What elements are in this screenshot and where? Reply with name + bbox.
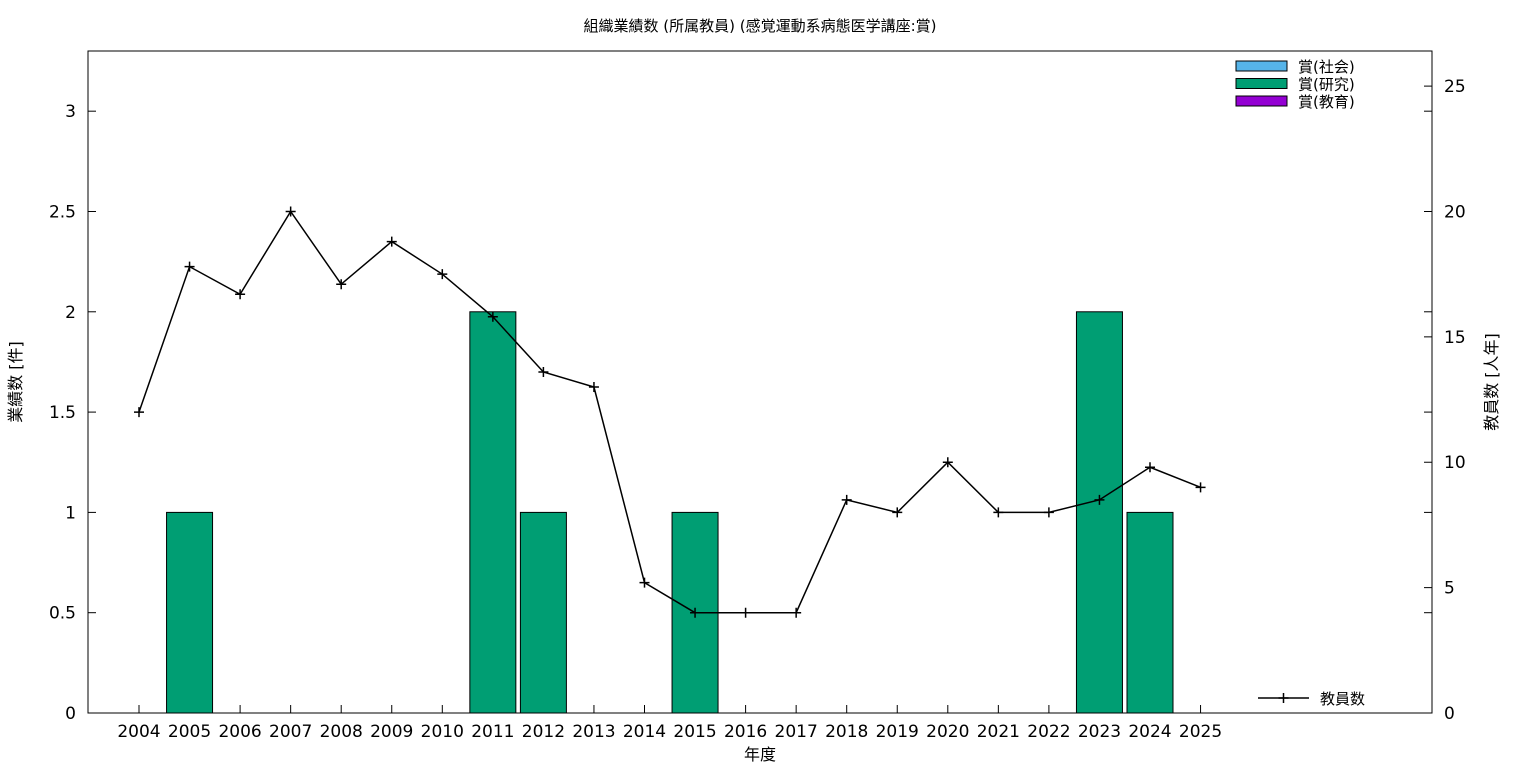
bar <box>519 511 567 714</box>
x-tick-label: 2006 <box>218 722 261 742</box>
line-point <box>942 457 953 468</box>
x-tick-label: 2007 <box>269 722 312 742</box>
line-point <box>1094 494 1105 505</box>
y2-tick-label: 0 <box>1444 704 1455 724</box>
line-point <box>184 261 195 272</box>
x-tick-label: 2013 <box>572 722 615 742</box>
line-point <box>285 206 296 217</box>
y-tick-label: 1.5 <box>49 403 76 423</box>
y2-tick-label: 25 <box>1444 77 1466 97</box>
x-tick-label: 2010 <box>421 722 464 742</box>
x-tick-label: 2014 <box>623 722 666 742</box>
x-tick-label: 2020 <box>926 722 969 742</box>
legend-label: 賞(社会) <box>1298 58 1355 76</box>
legend-label: 賞(教育) <box>1298 93 1355 111</box>
x-tick-label: 2018 <box>825 722 868 742</box>
legend-line-marker <box>1278 693 1289 703</box>
x-tick-label: 2008 <box>320 722 363 742</box>
line-point <box>639 577 650 588</box>
x-tick-label: 2015 <box>673 722 716 742</box>
line-point <box>487 311 498 322</box>
y-tick-label: 3 <box>65 102 76 122</box>
y-tick-label: 0.5 <box>49 604 76 624</box>
line-point <box>1043 507 1054 518</box>
line-point <box>993 507 1004 518</box>
x-tick-label: 2023 <box>1078 722 1121 742</box>
legend: 賞(社会)賞(研究)賞(教育) 教員数 <box>1235 58 1365 708</box>
line-point <box>1195 482 1206 493</box>
y-tick-label: 2.5 <box>49 202 76 222</box>
x-tick-label: 2021 <box>977 722 1020 742</box>
x-tick-label: 2025 <box>1179 722 1222 742</box>
line-point <box>134 407 144 418</box>
x-tick-label: 2022 <box>1027 722 1070 742</box>
x-tick-label: 2017 <box>775 722 818 742</box>
line-point <box>538 366 549 377</box>
line-point <box>1145 462 1155 473</box>
y2-axis-label: 教員数 [人年] <box>1482 333 1501 431</box>
chart-title: 組織業績数 (所属教員) (感覚運動系病態医学講座:賞) <box>583 17 936 35</box>
x-tick-label: 2005 <box>168 722 211 742</box>
bar <box>469 311 517 714</box>
plot-frame <box>87 50 1433 714</box>
line-point <box>336 279 347 290</box>
x-axis-label: 年度 <box>744 745 776 764</box>
x-tick-label: 2011 <box>471 722 514 742</box>
bar <box>166 511 214 714</box>
x-tick-label: 2019 <box>876 722 919 742</box>
y2-tick-label: 15 <box>1444 328 1466 348</box>
x-tick-label: 2012 <box>522 722 565 742</box>
line-point <box>841 494 852 505</box>
y-axis-label: 業績数 [件] <box>6 341 25 423</box>
legend-label: 賞(研究) <box>1298 76 1355 94</box>
x-tick-label: 2009 <box>370 722 413 742</box>
line-layer <box>134 206 1206 618</box>
legend-swatch <box>1235 60 1288 72</box>
line-point <box>892 507 903 518</box>
line-point <box>386 236 397 247</box>
teacher-count-line <box>138 210 1201 614</box>
x-tick-label: 2004 <box>117 722 160 742</box>
legend-swatch <box>1235 95 1288 107</box>
y-tick-label: 2 <box>65 303 76 323</box>
y-tick-label: 1 <box>65 503 76 523</box>
line-point <box>235 289 246 300</box>
bar <box>1075 311 1123 714</box>
line-point <box>588 382 599 393</box>
y2-tick-label: 5 <box>1444 579 1455 599</box>
legend-swatch <box>1235 78 1288 89</box>
bar-layer <box>166 311 1174 714</box>
x-tick-label: 2016 <box>724 722 767 742</box>
line-point <box>690 607 701 618</box>
line-point <box>740 607 751 618</box>
legend-label: 教員数 <box>1320 690 1365 708</box>
y2-tick-label: 20 <box>1444 202 1466 222</box>
y2-tick-label: 10 <box>1444 453 1466 473</box>
x-tick-label: 2024 <box>1128 722 1171 742</box>
line-point <box>791 607 802 618</box>
bar <box>1126 511 1174 714</box>
y-tick-label: 0 <box>65 704 76 724</box>
line-point <box>437 269 448 280</box>
